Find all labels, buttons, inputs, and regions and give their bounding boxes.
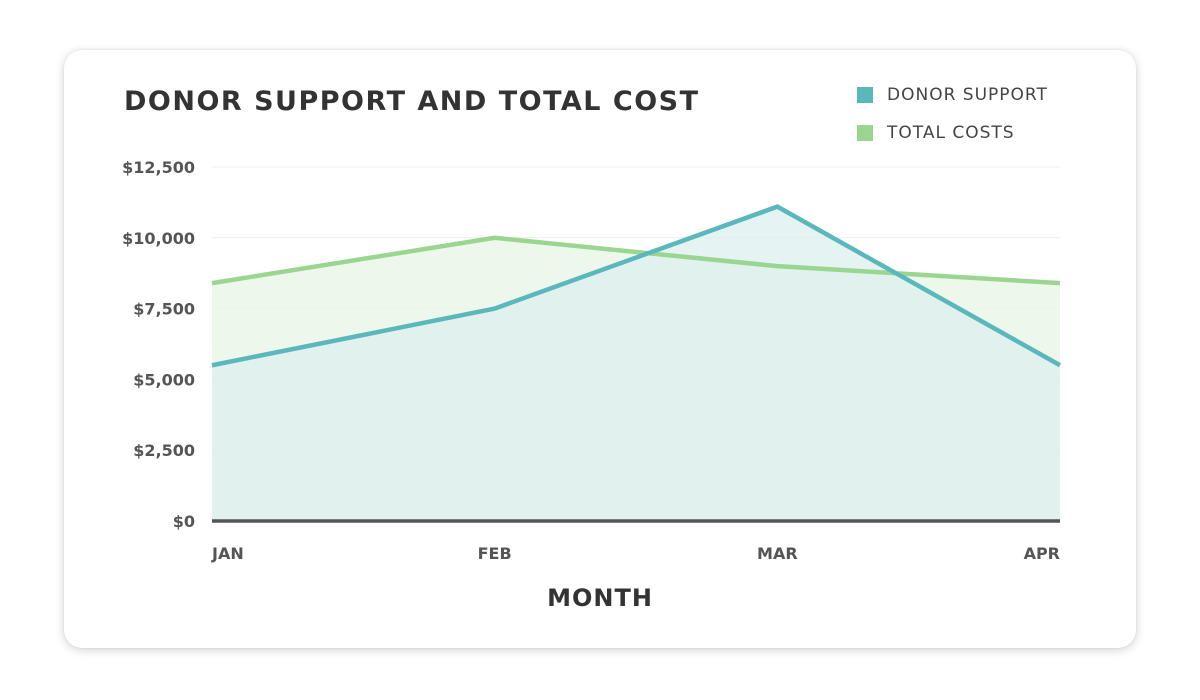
x-tick-label-mar: MAR — [757, 544, 798, 563]
legend-swatch-donor-support — [857, 87, 873, 103]
x-tick-labels: JAN FEB MAR APR — [211, 544, 1060, 563]
line-donor-support — [211, 204, 1062, 368]
chart-legend: DONOR SUPPORT TOTAL COSTS — [857, 76, 1048, 152]
line-total-costs — [211, 235, 1061, 286]
series-areas — [212, 206, 1060, 522]
legend-swatch-total-costs — [857, 125, 873, 141]
y-tick-labels: $0 $2,500 $5,000 $7,500 $10,000 $12,500 — [122, 158, 195, 531]
x-tick-label-jan: JAN — [211, 544, 244, 563]
legend-item-donor-support: DONOR SUPPORT — [857, 76, 1048, 114]
y-tick-label-2: $5,000 — [133, 370, 195, 389]
y-tick-label-3: $7,500 — [133, 300, 195, 319]
x-tick-label-apr: APR — [1024, 544, 1060, 563]
y-tick-label-5: $12,500 — [122, 158, 195, 177]
x-tick-label-feb: FEB — [478, 544, 512, 563]
area-donor-support — [212, 206, 1060, 521]
y-tick-label-4: $10,000 — [122, 229, 195, 248]
legend-label-donor-support: DONOR SUPPORT — [887, 85, 1048, 105]
legend-item-total-costs: TOTAL COSTS — [857, 114, 1048, 152]
y-tick-label-1: $2,500 — [133, 441, 195, 460]
chart-title: DONOR SUPPORT AND TOTAL COST — [124, 86, 700, 117]
legend-label-total-costs: TOTAL COSTS — [887, 123, 1015, 143]
series-lines — [211, 204, 1062, 368]
x-axis-title: MONTH — [547, 584, 653, 612]
y-tick-label-0: $0 — [173, 512, 195, 531]
